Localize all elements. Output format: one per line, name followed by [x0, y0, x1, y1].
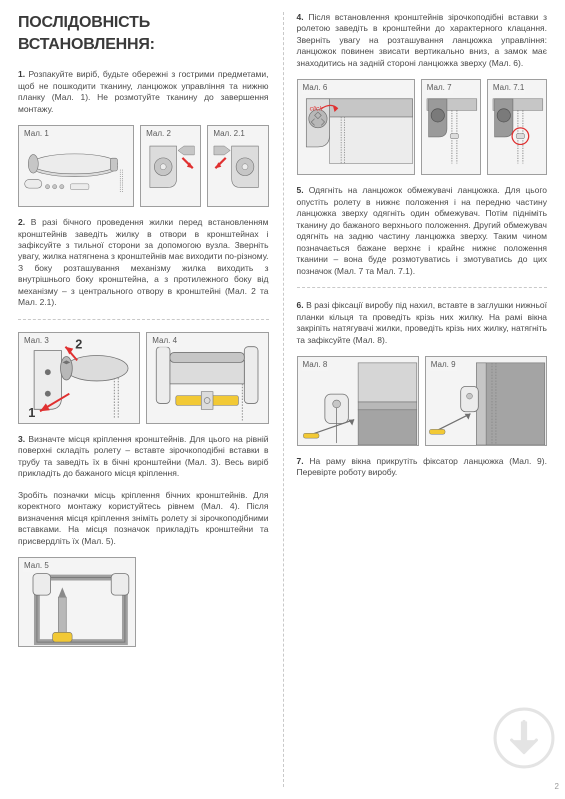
figure-8: Мал. 8 [297, 356, 419, 446]
fig-5-label: Мал. 5 [23, 561, 50, 572]
figure-9: Мал. 9 [425, 356, 547, 446]
fig-21-label: Мал. 2.1 [212, 129, 245, 140]
step-1-text: Розпакуйте виріб, будьте обережні з гост… [18, 69, 269, 113]
svg-text:click: click [309, 106, 323, 113]
step-6-text: В разі фіксації виробу під нахил, вставт… [297, 300, 548, 344]
hline-left-1 [18, 319, 269, 320]
figure-2: Мал. 2 [140, 125, 201, 207]
step-3b: Зробіть позначки місць кріплення бічних … [18, 490, 269, 547]
step-7-text: На раму вікна прикрутіть фіксатор ланцюж… [297, 456, 547, 477]
fig-6-svg: click [298, 80, 414, 174]
step-7: 7. На раму вікна прикрутіть фіксатор лан… [297, 456, 548, 479]
step-2-text: В разі бічного проведення жилки перед вс… [18, 217, 269, 307]
fig-row-3: Мал. 5 [18, 557, 269, 647]
step-5: 5. Одягніть на ланцюжок обмежувачі ланцю… [297, 185, 548, 277]
fig-6-label: Мал. 6 [302, 83, 329, 94]
step-4-num: 4. [297, 12, 304, 22]
step-4: 4. Після встановлення кронштейнів зірочк… [297, 12, 548, 69]
step-1-num: 1. [18, 69, 25, 79]
figure-5: Мал. 5 [18, 557, 136, 647]
step-1: 1. Розпакуйте виріб, будьте обережні з г… [18, 69, 269, 115]
step-2: 2. В разі бічного проведення жилки перед… [18, 217, 269, 309]
fig-row-3-spacer [142, 557, 269, 647]
figure-3: Мал. 3 1 2 [18, 332, 140, 424]
fig-4-label: Мал. 4 [151, 336, 178, 347]
page-number: 2 [555, 782, 559, 793]
step-3-num: 3. [18, 434, 25, 444]
svg-text:2: 2 [75, 336, 82, 351]
figure-7-1: Мал. 7.1 [487, 79, 547, 175]
step-3b-text: Зробіть позначки місць кріплення бічних … [18, 490, 269, 546]
fig-71-label: Мал. 7.1 [492, 83, 525, 94]
fig-71-svg [488, 80, 546, 174]
step-2-num: 2. [18, 217, 25, 227]
figure-6: Мал. 6 click [297, 79, 415, 175]
fig-3-label: Мал. 3 [23, 336, 50, 347]
step-5-num: 5. [297, 185, 304, 195]
fig-row-5: Мал. 8 Мал. 9 [297, 356, 548, 446]
fig-1-label: Мал. 1 [23, 129, 50, 140]
fig-8-label: Мал. 8 [302, 360, 329, 371]
fig-7-label: Мал. 7 [426, 83, 453, 94]
figure-2-1: Мал. 2.1 [207, 125, 268, 207]
step-3-text: Визначте місця кріплення кронштейнів. Дл… [18, 434, 269, 478]
hline-right-1 [297, 287, 548, 288]
fig-9-label: Мал. 9 [430, 360, 457, 371]
page: ПОСЛІДОВНІСТЬ ВСТАНОВЛЕННЯ: 1. Розпакуйт… [0, 0, 565, 799]
right-column: 4. Після встановлення кронштейнів зірочк… [283, 0, 565, 799]
svg-text:1: 1 [28, 405, 35, 420]
fig-7-svg [422, 80, 480, 174]
page-title: ПОСЛІДОВНІСТЬ ВСТАНОВЛЕННЯ: [18, 12, 269, 55]
step-5-text: Одягніть на ланцюжок обмежувачі ланцюжка… [297, 185, 548, 275]
figure-1: Мал. 1 [18, 125, 134, 207]
step-3: 3. Визначте місця кріплення кронштейнів.… [18, 434, 269, 480]
step-6-num: 6. [297, 300, 304, 310]
watermark-icon [493, 707, 555, 769]
fig-2-label: Мал. 2 [145, 129, 172, 140]
step-6: 6. В разі фіксації виробу під нахил, вст… [297, 300, 548, 346]
fig-row-4: Мал. 6 click Мал. 7 [297, 79, 548, 175]
figure-7: Мал. 7 [421, 79, 481, 175]
fig-row-1: Мал. 1 Мал. 2 [18, 125, 269, 207]
step-7-num: 7. [297, 456, 304, 466]
figure-4: Мал. 4 [146, 332, 268, 424]
step-4-text: Після встановлення кронштейнів зірочкопо… [297, 12, 548, 68]
fig-row-2: Мал. 3 1 2 [18, 332, 269, 424]
left-column: ПОСЛІДОВНІСТЬ ВСТАНОВЛЕННЯ: 1. Розпакуйт… [0, 0, 283, 799]
